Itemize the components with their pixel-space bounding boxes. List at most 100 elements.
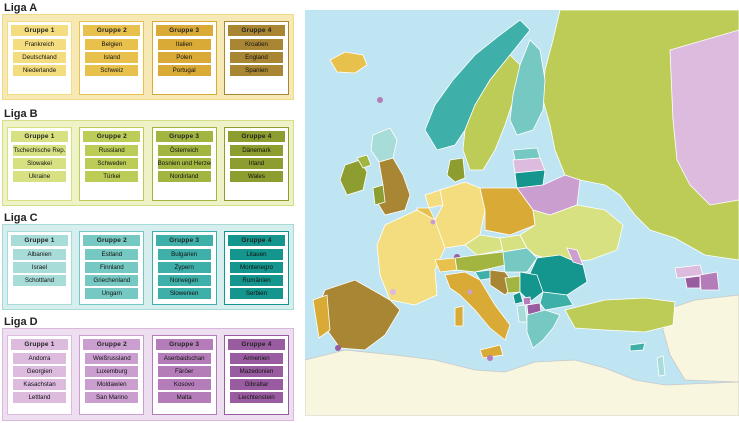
country-kazakhstan: [669, 29, 739, 206]
team-label: Griechenland: [85, 275, 139, 286]
country-portugal: [312, 294, 331, 339]
team-label: Slowakei: [13, 158, 66, 169]
team-label: Ungarn: [85, 288, 139, 299]
country-bosnia: [504, 275, 521, 294]
team-label: Wales: [229, 171, 283, 182]
gruppe-header: Gruppe 3: [155, 339, 213, 350]
country-northern-ireland: [356, 154, 372, 169]
luxembourg-marker: [430, 219, 436, 225]
team-label: Portugal: [157, 65, 211, 76]
team-label: Rumänien: [229, 275, 283, 286]
team-label: Russland: [85, 145, 139, 156]
team-label: Georgien: [13, 366, 66, 377]
team-label: Slowenien: [157, 288, 211, 299]
country-cyprus: [629, 342, 646, 352]
team-label: Österreich: [157, 145, 211, 156]
team-label: Dänemark: [229, 145, 283, 156]
team-label: Montenegro: [229, 262, 283, 273]
team-label: Spanien: [229, 65, 283, 76]
team-label: Ukraine: [13, 171, 66, 182]
team-label: Malta: [157, 392, 211, 403]
europe-map-svg: [305, 10, 739, 416]
gruppe-header: Gruppe 2: [83, 131, 141, 142]
gruppe-header: Gruppe 2: [83, 235, 141, 246]
team-label: Polen: [157, 52, 211, 63]
liga-box: Gruppe 1 Andorra Georgien Kasachstan Let…: [2, 328, 294, 421]
gruppe-card: Gruppe 4 Kroatien England Spanien: [223, 21, 289, 95]
country-israel: [656, 355, 666, 377]
team-label: Tschechische Rep.: [13, 145, 66, 156]
team-label: Andorra: [13, 353, 66, 364]
gruppe-header: Gruppe 1: [11, 25, 68, 36]
gruppe-header: Gruppe 4: [227, 235, 285, 246]
malta-marker: [487, 355, 493, 361]
liga-title: Liga D: [4, 316, 38, 328]
team-label: Estland: [85, 249, 139, 260]
country-denmark: [446, 157, 466, 183]
liga-title: Liga C: [4, 212, 38, 224]
country-serbia: [519, 271, 544, 303]
team-label: Finnland: [85, 262, 139, 273]
gruppe-header: Gruppe 1: [11, 339, 68, 350]
team-label: Lettland: [13, 392, 66, 403]
gruppe-card: Gruppe 2 Weißrussland Luxemburg Moldawie…: [79, 335, 145, 415]
team-label: Serbien: [229, 288, 283, 299]
gruppe-header: Gruppe 4: [227, 25, 285, 36]
gruppe-card: Gruppe 3 Bulgarien Zypern Norwegen Slowe…: [151, 231, 217, 305]
team-label: Färöer: [157, 366, 211, 377]
country-montenegro: [512, 291, 524, 305]
gruppe-header: Gruppe 2: [83, 339, 141, 350]
team-label: Italien: [157, 39, 211, 50]
gruppe-header: Gruppe 3: [155, 25, 213, 36]
san-marino-marker: [467, 289, 473, 295]
team-label: Niederlande: [13, 65, 66, 76]
country-armenia: [684, 275, 701, 289]
country-sicily: [479, 344, 504, 359]
team-label: Gibraltar: [229, 379, 283, 390]
middle-east: [662, 294, 739, 383]
league-panel: Liga A Gruppe 1 Frankreich Deutschland N…: [0, 0, 296, 423]
country-norway: [424, 19, 531, 151]
liga-title: Liga A: [4, 2, 38, 14]
team-label: Bosnien und Herzeg.: [157, 158, 211, 169]
gruppe-header: Gruppe 3: [155, 131, 213, 142]
team-label: Israel: [13, 262, 66, 273]
north-africa: [305, 349, 739, 416]
team-label: Schweiz: [85, 65, 139, 76]
country-albania: [516, 304, 528, 323]
team-label: Aserbaidschan: [157, 353, 211, 364]
gruppe-header: Gruppe 4: [227, 131, 285, 142]
gruppe-header: Gruppe 1: [11, 235, 68, 246]
country-greece: [526, 309, 561, 349]
team-label: Belgien: [85, 39, 139, 50]
team-label: Schweden: [85, 158, 139, 169]
team-label: Mazedonien: [229, 366, 283, 377]
gruppe-card: Gruppe 3 Italien Polen Portugal: [151, 21, 217, 95]
country-wales: [372, 184, 386, 206]
gibraltar-marker: [335, 345, 341, 351]
country-poland: [479, 187, 536, 236]
team-label: Türkei: [85, 171, 139, 182]
team-label: Frankreich: [13, 39, 66, 50]
gruppe-card: Gruppe 1 Andorra Georgien Kasachstan Let…: [7, 335, 72, 415]
country-sardinia: [454, 305, 464, 327]
liga-box: Gruppe 1 Albanien Israel Schottland Grup…: [2, 224, 294, 310]
team-label: Liechtenstein: [229, 392, 283, 403]
team-label: Irland: [229, 158, 283, 169]
gruppe-card: Gruppe 1 Frankreich Deutschland Niederla…: [7, 21, 72, 95]
team-label: Kosovo: [157, 379, 211, 390]
country-kosovo: [522, 296, 532, 306]
team-label: Luxemburg: [85, 366, 139, 377]
country-ukraine: [519, 204, 624, 263]
gruppe-card: Gruppe 4 Litauen Montenegro Rumänien Ser…: [223, 231, 289, 305]
country-azerbaijan: [699, 271, 720, 291]
gruppe-header: Gruppe 2: [83, 25, 141, 36]
team-label: Bulgarien: [157, 249, 211, 260]
team-label: Armenien: [229, 353, 283, 364]
europe-map: [305, 10, 739, 416]
team-label: Moldawien: [85, 379, 139, 390]
gruppe-header: Gruppe 1: [11, 131, 68, 142]
team-label: Weißrussland: [85, 353, 139, 364]
country-sweden: [462, 54, 521, 171]
gruppe-card: Gruppe 4 Armenien Mazedonien Gibraltar L…: [223, 335, 289, 415]
